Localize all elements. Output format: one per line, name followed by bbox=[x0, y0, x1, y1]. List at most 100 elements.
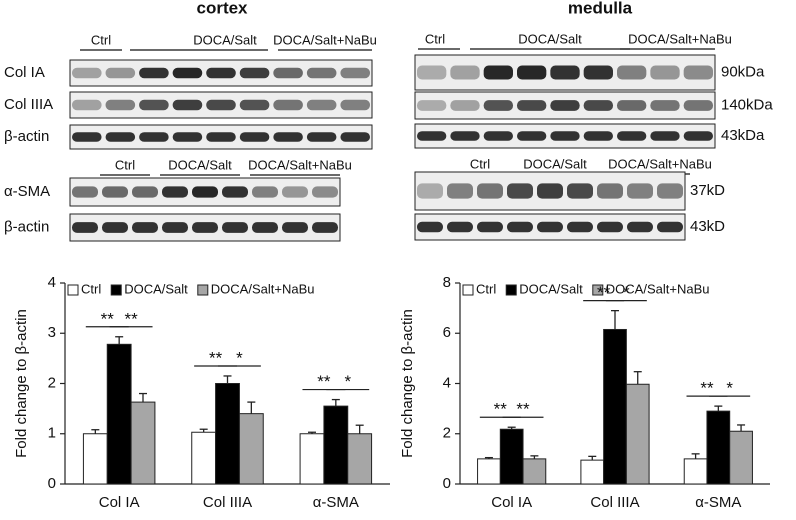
legend-swatch bbox=[67, 284, 79, 296]
blot-band bbox=[340, 67, 370, 79]
blot-band bbox=[239, 99, 270, 111]
group-label: DOCA/Salt+NaBu bbox=[273, 32, 377, 47]
blot-band bbox=[139, 99, 169, 111]
blot-band bbox=[192, 222, 218, 233]
legend-swatch bbox=[592, 284, 604, 296]
significance-label: * bbox=[236, 348, 243, 367]
blot-band bbox=[507, 183, 533, 199]
blot-band bbox=[102, 186, 128, 198]
blot-band bbox=[162, 186, 188, 198]
row-label: Col IIIA bbox=[4, 96, 53, 113]
blot-band bbox=[162, 222, 188, 233]
group-label: DOCA/Salt bbox=[168, 157, 232, 172]
blot-band bbox=[483, 131, 513, 141]
blot-band bbox=[657, 221, 683, 233]
blot-band bbox=[617, 131, 647, 141]
blot-band bbox=[132, 222, 158, 233]
bar bbox=[729, 430, 753, 485]
legend-label: DOCA/Salt bbox=[124, 281, 188, 296]
significance-label: * bbox=[726, 379, 733, 398]
significance-label: ** bbox=[516, 400, 530, 419]
bar bbox=[347, 433, 373, 485]
size-label: 140kDa bbox=[721, 96, 773, 113]
blot-band bbox=[340, 132, 370, 142]
x-tick-label: Col IIIA bbox=[590, 494, 639, 511]
blot-band bbox=[206, 67, 236, 79]
y-tick-label: 8 bbox=[443, 274, 451, 291]
blot-band bbox=[550, 131, 580, 141]
row-label: α-SMA bbox=[4, 183, 50, 200]
legend-swatch bbox=[110, 284, 122, 296]
size-label: 90kDa bbox=[721, 63, 765, 80]
blot-band bbox=[72, 99, 102, 111]
bar bbox=[191, 431, 217, 485]
row-label: β-actin bbox=[4, 128, 49, 145]
blot-band bbox=[517, 131, 547, 141]
blot-band bbox=[132, 186, 158, 198]
blot-band bbox=[683, 131, 713, 141]
significance-label: ** bbox=[209, 348, 223, 367]
blot-band bbox=[657, 183, 683, 199]
group-label: DOCA/Salt bbox=[523, 156, 587, 171]
blot-band bbox=[683, 65, 713, 80]
size-label: 43kD bbox=[690, 218, 725, 235]
blot-band bbox=[583, 131, 613, 141]
group-label: DOCA/Salt bbox=[518, 31, 582, 46]
blot-band bbox=[273, 99, 303, 111]
group-label: Ctrl bbox=[91, 32, 111, 47]
panel-title: cortex bbox=[196, 0, 248, 17]
bar bbox=[106, 343, 132, 485]
blot-band bbox=[72, 222, 98, 233]
blot-band bbox=[447, 221, 473, 233]
blot-band bbox=[105, 132, 136, 142]
blot-band bbox=[450, 65, 480, 80]
group-label: Ctrl bbox=[115, 157, 135, 172]
bar bbox=[522, 458, 547, 485]
blot-band bbox=[537, 183, 563, 199]
blot-band bbox=[239, 132, 270, 142]
blot-band bbox=[72, 67, 102, 79]
significance-label: ** bbox=[597, 283, 611, 302]
blot-band bbox=[583, 65, 613, 80]
blot-band bbox=[206, 132, 236, 142]
y-axis-label: Fold change to β-actin bbox=[399, 309, 416, 458]
legend-swatch bbox=[505, 284, 517, 296]
x-tick-label: α-SMA bbox=[313, 494, 359, 511]
blot-band bbox=[72, 132, 102, 142]
blot-band bbox=[306, 67, 337, 79]
blot-band bbox=[172, 99, 203, 111]
blot-band bbox=[597, 183, 623, 199]
bar bbox=[625, 383, 650, 485]
y-tick-label: 1 bbox=[48, 425, 56, 442]
blot-band bbox=[252, 186, 278, 198]
blot-band bbox=[477, 221, 503, 233]
blot-band bbox=[537, 221, 563, 233]
blot-band bbox=[139, 132, 169, 142]
blot-band bbox=[139, 67, 169, 79]
blot-band bbox=[306, 132, 337, 142]
significance-label: * bbox=[344, 372, 351, 391]
blot-band bbox=[417, 221, 443, 233]
bar bbox=[215, 383, 240, 485]
legend-label: Ctrl bbox=[476, 281, 496, 296]
blot-band bbox=[550, 100, 580, 111]
blot-band bbox=[650, 100, 680, 111]
blot-band bbox=[172, 67, 203, 79]
y-axis-label: Fold change to β-actin bbox=[13, 309, 30, 458]
legend-label: Ctrl bbox=[81, 281, 101, 296]
significance-label: ** bbox=[124, 309, 138, 328]
blot-band bbox=[483, 100, 513, 111]
x-tick-label: Col IA bbox=[99, 494, 140, 511]
group-label: Ctrl bbox=[470, 156, 490, 171]
blot-band bbox=[252, 222, 278, 233]
y-tick-label: 3 bbox=[48, 324, 56, 341]
blot-band bbox=[567, 183, 593, 199]
blot-band bbox=[517, 100, 547, 111]
bar bbox=[323, 405, 349, 485]
bar bbox=[683, 458, 708, 485]
bar bbox=[706, 410, 731, 485]
blot-band bbox=[627, 221, 653, 233]
blot-band bbox=[222, 222, 248, 233]
group-label: DOCA/Salt+NaBu bbox=[628, 31, 732, 46]
